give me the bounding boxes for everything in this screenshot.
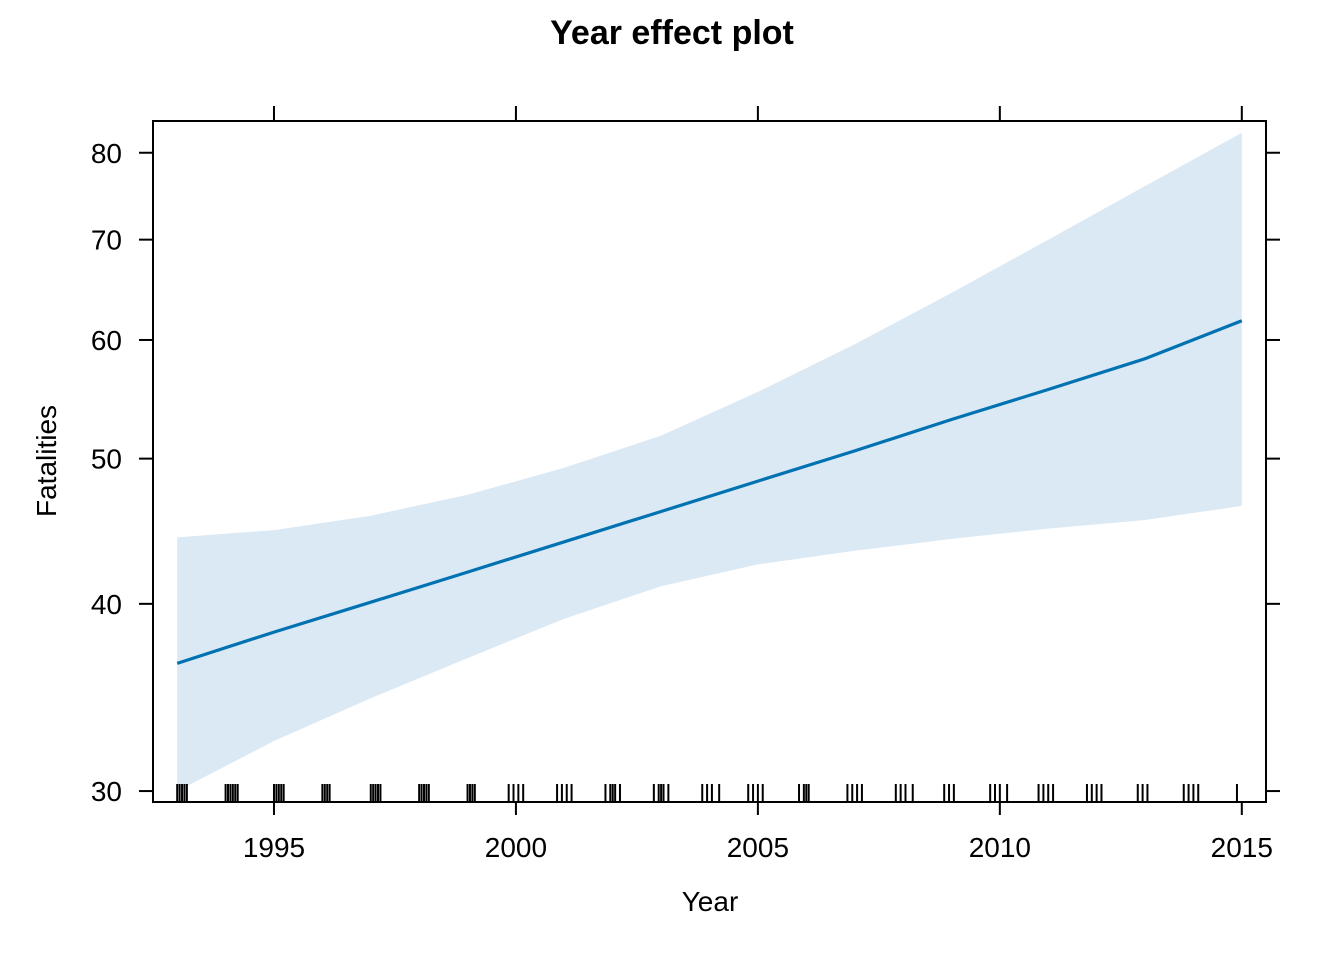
confidence-band: [177, 132, 1242, 792]
y-axis-label: Fatalities: [31, 405, 62, 517]
y-tick-label: 70: [91, 225, 122, 256]
x-tick-label: 1995: [243, 832, 305, 863]
y-tick-label: 40: [91, 589, 122, 620]
effect-line-1: [176, 319, 1243, 665]
plot-area: [176, 132, 1243, 802]
y-tick-label: 50: [91, 444, 122, 475]
y-tick-label: 30: [91, 776, 122, 807]
x-tick-label: 2015: [1211, 832, 1273, 863]
y-tick-label: 60: [91, 325, 122, 356]
x-axis-label: Year: [682, 886, 739, 917]
y-tick-label: 80: [91, 138, 122, 169]
x-tick-label: 2000: [485, 832, 547, 863]
x-tick-label: 2005: [727, 832, 789, 863]
y-axis: 30 40 50 60 70 80: [91, 138, 1280, 807]
x-axis: 1995 2000 2005 2010 2015: [243, 106, 1273, 863]
x-tick-label: 2010: [969, 832, 1031, 863]
plot-frame: [152, 120, 1267, 803]
chart-title: Year effect plot: [550, 14, 794, 52]
